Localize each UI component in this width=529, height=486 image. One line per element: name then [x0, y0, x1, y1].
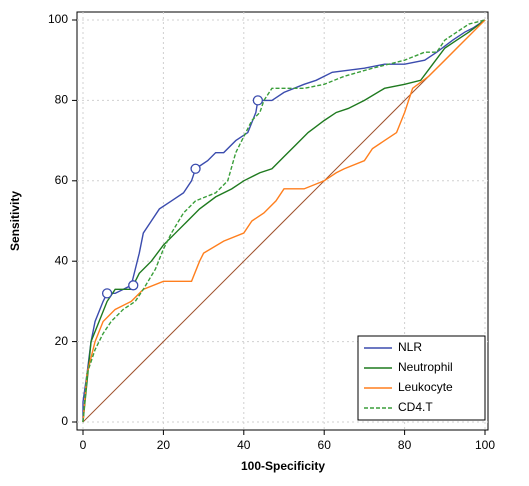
legend-label: CD4.T	[398, 400, 433, 414]
x-tick-label: 80	[398, 438, 412, 452]
criterion-point	[190, 163, 201, 174]
reference-diagonal	[82, 19, 486, 423]
y-tick-label: 20	[55, 334, 69, 348]
x-tick-label: 100	[475, 438, 495, 452]
y-tick-label: 60	[55, 173, 69, 187]
legend-box	[357, 335, 486, 421]
y-tick-label: 80	[55, 93, 69, 107]
x-axis-label: 100-Specificity	[241, 459, 325, 473]
plot-frame	[76, 11, 489, 431]
criterion-point	[128, 280, 139, 291]
legend-label: Leukocyte	[398, 380, 453, 394]
x-tick-label: 40	[237, 438, 251, 452]
x-tick-label: 0	[80, 438, 87, 452]
roc-line	[82, 19, 486, 423]
y-tick-label: 100	[48, 12, 68, 26]
y-tick-label: 0	[61, 414, 68, 428]
roc-line	[82, 19, 486, 423]
y-axis-label: Sensitivity	[8, 191, 22, 251]
criterion-point	[101, 288, 113, 299]
y-tick-label: 40	[55, 253, 69, 267]
x-tick-label: 60	[318, 438, 332, 452]
legend-label: Neutrophil	[398, 360, 453, 374]
criterion-point	[252, 95, 264, 106]
roc-line	[82, 19, 486, 423]
legend-label: NLR	[398, 340, 422, 354]
x-tick-label: 20	[157, 438, 171, 452]
